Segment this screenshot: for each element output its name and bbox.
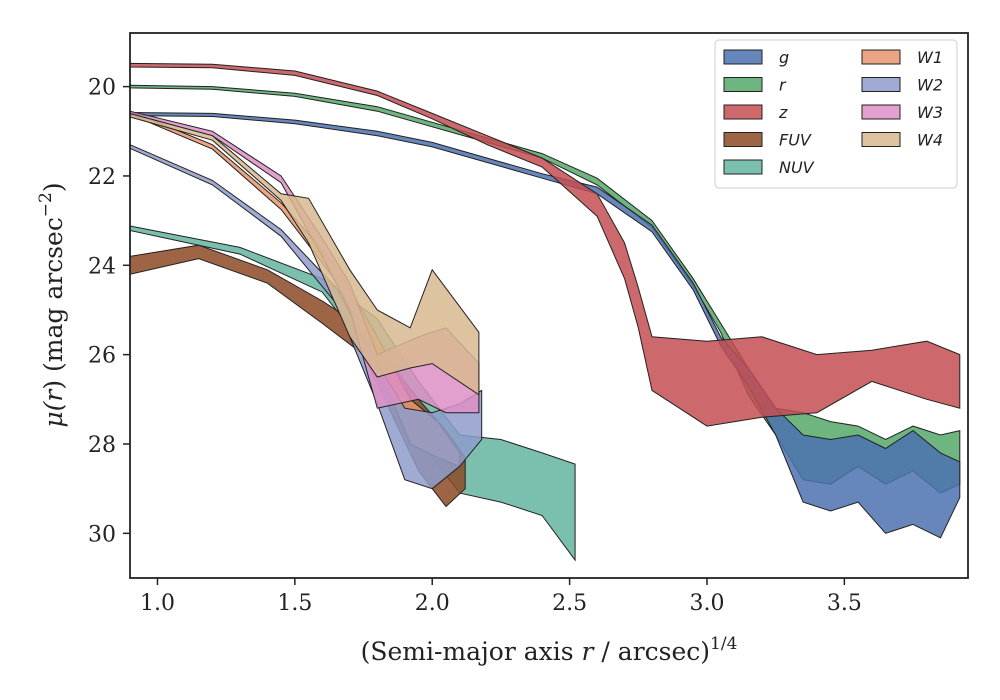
- legend-label-fuv: FUV: [779, 131, 812, 150]
- x-axis: 1.0 1.5 2.0 2.5 3.0 3.5: [140, 578, 862, 616]
- legend-label-w1: W1: [917, 48, 943, 67]
- legend-swatch-w3: [861, 104, 901, 120]
- x-tick-label: 1.5: [277, 591, 312, 616]
- legend-swatch-fuv: [723, 132, 763, 147]
- x-tick-label: 3.0: [689, 591, 724, 616]
- y-axis: 20 22 24 26 28 30: [88, 76, 130, 547]
- legend-label-g: g: [779, 48, 789, 67]
- x-tick-label: 1.0: [140, 591, 175, 616]
- legend-label-z: z: [778, 103, 788, 122]
- legend-swatch-z: [723, 104, 763, 120]
- legend: grz FUV NUV W1 W2 W3 W4: [714, 39, 958, 189]
- plot-frame: [129, 32, 969, 579]
- legend-swatch-nuv: [723, 159, 763, 175]
- y-tick-label: 20: [88, 76, 116, 101]
- y-tick-label: 28: [88, 433, 116, 458]
- legend-label-w3: W3: [917, 103, 943, 122]
- y-tick-label: 24: [88, 254, 116, 279]
- y-tick-label: 22: [88, 165, 116, 190]
- series-bands: [129, 62, 961, 562]
- legend-label-w2: W2: [917, 76, 943, 95]
- y-tick-label: 26: [88, 344, 116, 369]
- series-band-w4: [129, 112, 480, 396]
- x-tick-label: 2.0: [415, 591, 450, 616]
- y-axis-title: μ(r) (mag arcsec−2): [36, 182, 68, 427]
- x-tick-label: 2.5: [552, 591, 587, 616]
- legend-swatch-w2: [861, 77, 901, 92]
- legend-swatch-r: [723, 77, 763, 92]
- legend-label-nuv: NUV: [779, 158, 815, 177]
- series-band-z: [129, 62, 961, 427]
- legend-swatch-g: [723, 49, 763, 65]
- legend-swatch-w1: [861, 49, 901, 65]
- x-tick-label: 3.5: [827, 591, 862, 616]
- legend-label-w4: W4: [917, 131, 943, 150]
- legend-swatch-w4: [861, 132, 901, 147]
- y-tick-label: 30: [88, 522, 116, 547]
- x-axis-title: (Semi-major axis r / arcsec)1/4: [361, 634, 738, 666]
- legend-label-r: r: [779, 76, 787, 95]
